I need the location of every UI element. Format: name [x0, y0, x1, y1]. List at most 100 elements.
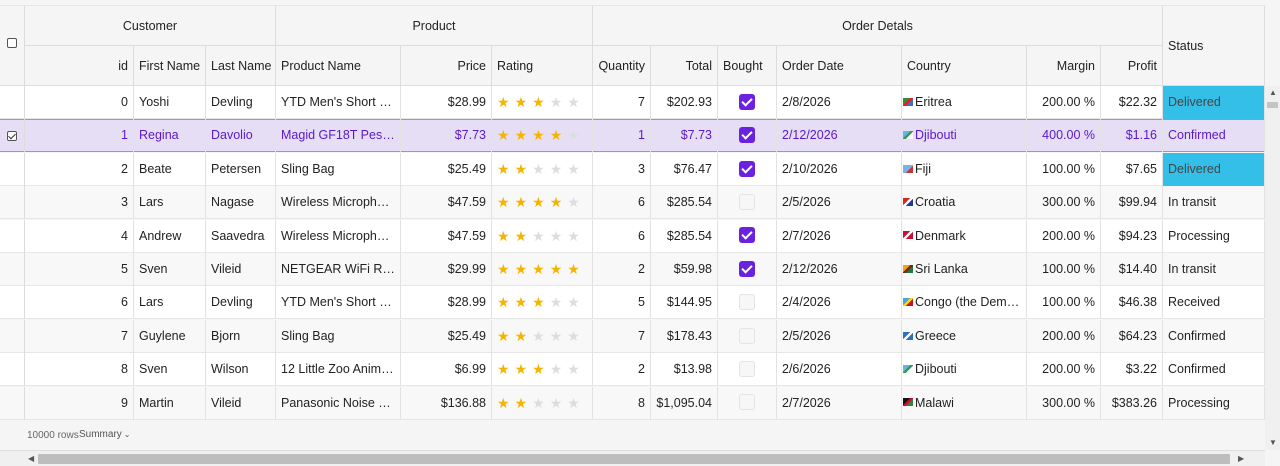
column-header-total[interactable]: Total: [651, 46, 718, 86]
cell-first[interactable]: Lars: [134, 186, 206, 220]
cell-first[interactable]: Sven: [134, 253, 206, 286]
cell-status[interactable]: In transit: [1163, 186, 1265, 220]
cell-status[interactable]: Delivered: [1163, 152, 1265, 186]
cell-date[interactable]: 2/5/2026: [777, 186, 902, 220]
column-header-date[interactable]: Order Date: [777, 46, 902, 86]
cell-date[interactable]: 2/12/2026: [777, 119, 902, 153]
cell-margin[interactable]: 200.00 %: [1027, 219, 1101, 253]
bought-checkbox[interactable]: [739, 227, 755, 244]
row-selector[interactable]: [0, 119, 25, 153]
cell-profit[interactable]: $64.23: [1101, 319, 1163, 353]
cell-country[interactable]: Congo (the Democratic Republic of the): [902, 286, 1027, 320]
cell-price[interactable]: $25.49: [401, 319, 492, 353]
cell-price[interactable]: $28.99: [401, 86, 492, 119]
cell-rating[interactable]: ★★★★★: [492, 319, 593, 353]
column-header-first[interactable]: First Name: [134, 46, 206, 86]
bought-checkbox[interactable]: [739, 93, 755, 110]
cell-rating[interactable]: ★★★★★: [492, 353, 593, 387]
row-selector[interactable]: [0, 386, 25, 420]
cell-date[interactable]: 2/4/2026: [777, 286, 902, 320]
cell-product[interactable]: NETGEAR WiFi Range Extender: [276, 253, 401, 286]
table-row[interactable]: [0, 86, 1265, 119]
cell-total[interactable]: $1,095.04: [651, 386, 718, 420]
row-selector[interactable]: [0, 253, 25, 286]
bought-checkbox[interactable]: [739, 360, 755, 377]
column-header-id[interactable]: id: [25, 46, 134, 86]
column-header-product[interactable]: Product Name: [276, 46, 401, 86]
cell-date[interactable]: 2/7/2026: [777, 386, 902, 420]
bought-checkbox[interactable]: [739, 160, 755, 177]
cell-price[interactable]: $29.99: [401, 253, 492, 286]
cell-country[interactable]: Malawi: [902, 386, 1027, 420]
cell-product[interactable]: Sling Bag: [276, 319, 401, 353]
cell-id[interactable]: 2: [25, 152, 134, 186]
column-header-rating[interactable]: Rating: [492, 46, 593, 86]
cell-first[interactable]: Lars: [134, 286, 206, 320]
cell-date[interactable]: 2/5/2026: [777, 319, 902, 353]
cell-quantity[interactable]: 2: [593, 253, 651, 286]
cell-profit[interactable]: $3.22: [1101, 353, 1163, 387]
bought-checkbox[interactable]: [739, 260, 755, 277]
cell-total[interactable]: $285.54: [651, 186, 718, 220]
cell-price[interactable]: $28.99: [401, 286, 492, 320]
cell-total[interactable]: $59.98: [651, 253, 718, 286]
cell-date[interactable]: 2/6/2026: [777, 353, 902, 387]
cell-margin[interactable]: 400.00 %: [1027, 119, 1101, 153]
horizontal-scroll-thumb[interactable]: [38, 454, 1230, 464]
cell-last[interactable]: Vileid: [206, 253, 276, 286]
cell-margin[interactable]: 200.00 %: [1027, 319, 1101, 353]
scroll-left-icon[interactable]: ◀: [28, 454, 35, 463]
cell-date[interactable]: 2/7/2026: [777, 219, 902, 253]
table-row[interactable]: [0, 253, 1265, 286]
column-header-price[interactable]: Price: [401, 46, 492, 86]
cell-last[interactable]: Nagase: [206, 186, 276, 220]
cell-product[interactable]: Magid GF18T Pesticide Gloves: [276, 119, 401, 153]
cell-country[interactable]: Greece: [902, 319, 1027, 353]
cell-rating[interactable]: ★★★★★: [492, 152, 593, 186]
cell-quantity[interactable]: 2: [593, 353, 651, 387]
cell-product[interactable]: YTD Men's Short Sleeve Tee: [276, 286, 401, 320]
vertical-scrollbar[interactable]: ▲ ▼: [1265, 86, 1280, 450]
cell-status[interactable]: Processing: [1163, 386, 1265, 420]
cell-product[interactable]: YTD Men's Short Sleeve Tee: [276, 86, 401, 119]
bought-checkbox[interactable]: [739, 294, 755, 311]
cell-rating[interactable]: ★★★★★: [492, 253, 593, 286]
row-selector[interactable]: [0, 353, 25, 387]
cell-first[interactable]: Andrew: [134, 219, 206, 253]
cell-bought[interactable]: [718, 253, 777, 286]
cell-total[interactable]: $144.95: [651, 286, 718, 320]
cell-status[interactable]: Delivered: [1163, 86, 1265, 119]
cell-product[interactable]: Wireless Microphone System: [276, 186, 401, 220]
cell-status[interactable]: Confirmed: [1163, 353, 1265, 387]
vertical-scroll-thumb[interactable]: [1267, 102, 1278, 108]
row-selector[interactable]: [0, 186, 25, 220]
table-row[interactable]: [0, 353, 1265, 387]
cell-total[interactable]: $76.47: [651, 152, 718, 186]
cell-price[interactable]: $6.99: [401, 353, 492, 387]
cell-quantity[interactable]: 8: [593, 386, 651, 420]
cell-bought[interactable]: [718, 219, 777, 253]
cell-price[interactable]: $47.59: [401, 186, 492, 220]
cell-id[interactable]: 9: [25, 386, 134, 420]
bought-checkbox[interactable]: [739, 127, 755, 144]
cell-quantity[interactable]: 5: [593, 286, 651, 320]
cell-id[interactable]: 4: [25, 219, 134, 253]
cell-country[interactable]: Djibouti: [902, 353, 1027, 387]
cell-id[interactable]: 3: [25, 186, 134, 220]
summary-dropdown[interactable]: Summary ⌄: [79, 429, 131, 440]
cell-country[interactable]: Fiji: [902, 152, 1027, 186]
table-row[interactable]: [0, 319, 1265, 353]
cell-quantity[interactable]: 1: [593, 119, 651, 153]
cell-margin[interactable]: 300.00 %: [1027, 186, 1101, 220]
row-checkbox[interactable]: [7, 130, 17, 141]
cell-bought[interactable]: [718, 186, 777, 220]
cell-status[interactable]: Received: [1163, 286, 1265, 320]
cell-margin[interactable]: 200.00 %: [1027, 353, 1101, 387]
cell-quantity[interactable]: 6: [593, 186, 651, 220]
cell-date[interactable]: 2/10/2026: [777, 152, 902, 186]
cell-first[interactable]: Guylene: [134, 319, 206, 353]
cell-bought[interactable]: [718, 119, 777, 153]
row-selector[interactable]: [0, 152, 25, 186]
cell-id[interactable]: 1: [25, 119, 134, 153]
cell-margin[interactable]: 100.00 %: [1027, 253, 1101, 286]
